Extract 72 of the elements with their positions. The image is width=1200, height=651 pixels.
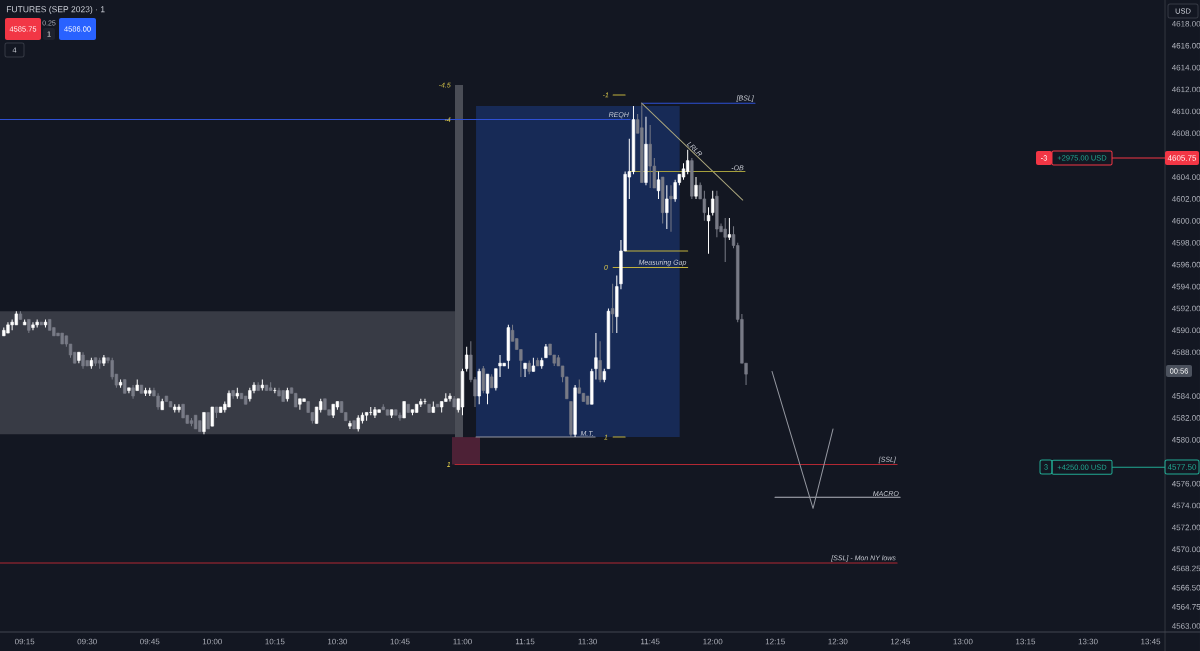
x-tick-label: 13:45 [1141, 638, 1161, 645]
y-tick-label: 4602.00 [1171, 196, 1200, 202]
y-tick-label: 4598.00 [1171, 239, 1200, 246]
y-tick-label: 4600.00 [1171, 218, 1200, 224]
x-tick-label: 13:30 [1078, 638, 1098, 645]
candlestick [656, 171, 661, 200]
x-tick-label: 10:30 [328, 638, 348, 645]
y-tick-label: 4572.00 [1171, 524, 1200, 531]
x-tick-label: 09:30 [77, 638, 97, 645]
x-tick-label: 09:15 [14, 638, 35, 645]
y-tick-label: 4604.00 [1171, 174, 1200, 180]
candlestick [348, 420, 352, 430]
y-tick-label: 4594.00 [1171, 283, 1200, 290]
y-tick-label: 4592.00 [1171, 305, 1200, 312]
y-tick-label: 4570.00 [1171, 546, 1200, 553]
candlestick [177, 403, 181, 413]
text: 4577.50 [1167, 464, 1197, 470]
candlestick [398, 411, 402, 422]
x-tick-label: 12:15 [765, 638, 785, 645]
x-tick-label: 13:00 [953, 638, 973, 645]
candlestick [465, 346, 469, 372]
candlestick [669, 184, 673, 233]
x-tick-label: 11:00 [453, 638, 472, 645]
candlestick [648, 124, 652, 189]
y-tick-label: 4618.00 [1171, 20, 1200, 27]
y-tick-label: 4582.00 [1171, 415, 1200, 421]
candlestick [723, 217, 727, 263]
x-tick-label: 12:45 [890, 638, 911, 645]
candlestick [706, 206, 711, 255]
candlestick [448, 392, 452, 403]
y-tick-label: 4568.25 [1171, 565, 1200, 572]
x-tick-label: 12:30 [828, 638, 848, 645]
y-tick-label: 4588.00 [1171, 349, 1200, 356]
y-tick-label: 4580.00 [1171, 437, 1200, 443]
x-tick-label: 10:45 [390, 638, 410, 645]
y-tick-label: 4608.00 [1171, 130, 1200, 137]
candlestick [523, 362, 527, 378]
x-tick-label: 11:30 [578, 638, 597, 645]
x-tick-label: 12:00 [703, 638, 723, 645]
candlestick [210, 406, 214, 427]
y-tick-label: 4576.00 [1171, 480, 1200, 487]
candlestick [273, 387, 277, 394]
y-tick-label: 4584.00 [1171, 393, 1200, 399]
candlestick [694, 176, 698, 200]
y-tick-label: 4563.00 [1171, 623, 1200, 629]
y-tick-label: 4612.00 [1171, 86, 1200, 93]
text: 4605.75 [1167, 155, 1197, 161]
candlestick [727, 217, 732, 241]
y-tick-label: 4596.00 [1171, 261, 1200, 268]
x-tick-label: 10:00 [202, 638, 222, 645]
y-tick-label: 4564.75 [1171, 603, 1200, 610]
y-tick-label: 4616.00 [1171, 42, 1200, 49]
x-tick-label: 10:15 [265, 638, 285, 645]
y-tick-label: 4590.00 [1171, 327, 1200, 334]
candlestick [298, 398, 302, 411]
y-tick-label: 4574.00 [1171, 502, 1200, 509]
x-tick-label: 13:15 [1016, 638, 1036, 645]
candlestick [485, 373, 490, 405]
y-tick-label: 4566.50 [1171, 584, 1200, 591]
candlestick [665, 184, 669, 230]
candlestick [31, 321, 35, 331]
x-tick-label: 11:45 [641, 638, 660, 645]
candlestick [711, 190, 715, 216]
candlestick [202, 411, 206, 435]
candlestick [481, 365, 485, 394]
y-tick-label: 4610.00 [1171, 108, 1200, 115]
x-tick-label: 09:45 [140, 638, 160, 645]
y-tick-label: 4614.00 [1171, 64, 1200, 71]
text: FUTURES (SEP 2023) · 1 [6, 6, 105, 14]
candlestick [598, 340, 602, 383]
x-tick-label: 11:15 [515, 638, 535, 645]
candlestick [610, 283, 615, 334]
